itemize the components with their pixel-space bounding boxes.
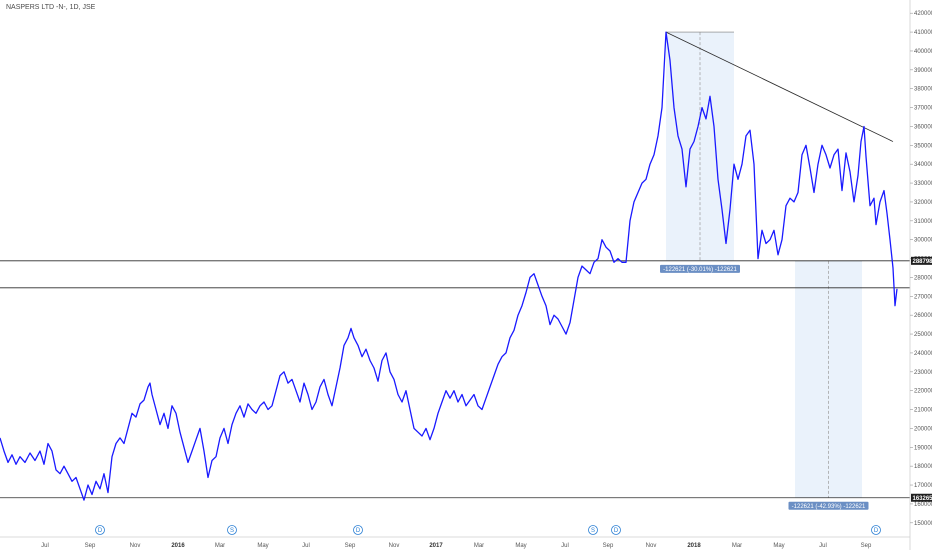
y-tick-label: 360000 (914, 124, 932, 130)
y-tick-label: 180000 (914, 464, 932, 470)
y-tick-label: 340000 (914, 162, 932, 168)
x-tick-label: Jul (561, 543, 569, 549)
level-price-label: 163265 (913, 496, 932, 502)
event-marker-label: D (614, 528, 619, 534)
x-tick-label: Nov (646, 543, 657, 549)
event-marker-label: S (230, 528, 234, 534)
y-tick-label: 270000 (914, 294, 932, 300)
level-price-tag (911, 256, 932, 265)
y-tick-label: 210000 (914, 408, 932, 414)
x-tick-label: Sep (345, 543, 356, 549)
y-tick-label: 200000 (914, 426, 932, 432)
event-marker[interactable] (95, 525, 105, 535)
x-tick-label: 2016 (171, 543, 185, 549)
measure-label: -122621 (-30.01%) -122621 (663, 267, 737, 273)
y-tick-label: 310000 (914, 219, 932, 225)
x-tick-label: Sep (603, 543, 614, 549)
event-marker-label: D (356, 528, 361, 534)
y-tick-label: 170000 (914, 483, 932, 489)
y-tick-label: 190000 (914, 445, 932, 451)
y-tick-label: 230000 (914, 370, 932, 376)
y-tick-label: 240000 (914, 351, 932, 357)
x-tick-label: Nov (389, 543, 400, 549)
measure-label-bg (788, 501, 869, 510)
x-tick-label: 2017 (429, 543, 443, 549)
x-tick-label: Mar (474, 543, 484, 549)
measure-label-bg (660, 264, 740, 273)
x-tick-label: May (773, 543, 784, 549)
level-price-label: 288798 (913, 259, 932, 265)
x-tick-label: Sep (861, 543, 872, 549)
x-tick-label: 2018 (687, 543, 701, 549)
x-tick-label: Mar (215, 543, 225, 549)
y-tick-label: 420000 (914, 11, 932, 17)
y-tick-label: 150000 (914, 521, 932, 527)
event-marker[interactable] (353, 525, 363, 535)
event-marker-label: D (874, 528, 879, 534)
y-tick-label: 390000 (914, 68, 932, 74)
y-tick-label: 300000 (914, 238, 932, 244)
x-tick-label: Nov (130, 543, 141, 549)
x-tick-label: Jul (819, 543, 827, 549)
y-tick-label: 260000 (914, 313, 932, 319)
x-tick-label: Jul (41, 543, 49, 549)
x-tick-label: Jul (302, 543, 310, 549)
y-tick-label: 330000 (914, 181, 932, 187)
y-tick-label: 370000 (914, 106, 932, 112)
y-tick-label: 350000 (914, 143, 932, 149)
measure-label: -122621 (-42.93%) -122621 (792, 504, 866, 510)
y-tick-label: 400000 (914, 49, 932, 55)
event-marker[interactable] (611, 525, 621, 535)
event-marker-label: S (591, 528, 595, 534)
y-tick-label: 220000 (914, 389, 932, 395)
y-tick-label: 160000 (914, 502, 932, 508)
event-marker[interactable] (227, 525, 237, 535)
y-tick-label: 250000 (914, 332, 932, 338)
event-marker[interactable] (871, 525, 881, 535)
price-series-line[interactable] (0, 31, 898, 501)
level-price-tag (911, 493, 932, 502)
trendline[interactable] (665, 31, 894, 142)
x-tick-label: Mar (732, 543, 742, 549)
y-tick-label: 320000 (914, 200, 932, 206)
event-marker-label: D (98, 528, 103, 534)
event-marker[interactable] (588, 525, 598, 535)
chart-title: NASPERS LTD -N-, 1D, JSE (6, 4, 96, 11)
y-tick-label: 410000 (914, 30, 932, 36)
x-tick-label: May (515, 543, 526, 549)
y-tick-label: 280000 (914, 275, 932, 281)
x-tick-label: Sep (85, 543, 96, 549)
x-tick-label: May (257, 543, 268, 549)
y-tick-label: 380000 (914, 87, 932, 93)
